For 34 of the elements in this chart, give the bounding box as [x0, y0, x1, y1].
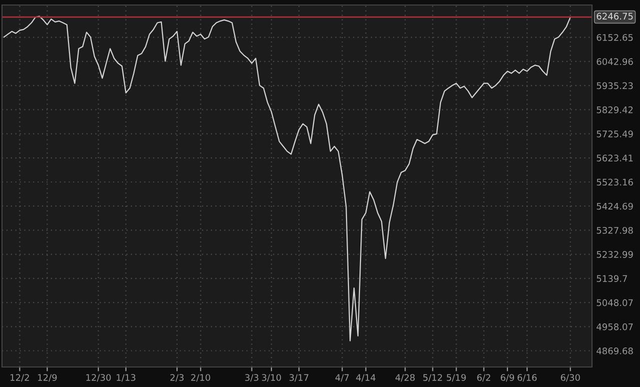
x-tick-label: 5/12 [423, 374, 442, 382]
x-tick-label: 5/19 [446, 374, 466, 382]
x-tick-label: 4/28 [395, 374, 415, 382]
y-tick-label: 6042.96 [596, 58, 633, 66]
line-series [3, 16, 571, 342]
x-tick-label: 4/7 [335, 374, 349, 382]
y-tick-label: 5623.41 [596, 154, 633, 162]
x-tick-label: 6/2 [477, 374, 490, 382]
x-tick-label: 2/3 [170, 374, 184, 382]
y-tick-label: 5829.42 [596, 106, 633, 114]
x-tick-label: 12/2 [10, 374, 29, 382]
x-tick-label: 3/17 [290, 374, 308, 382]
ref-line-label: 6246.75 [596, 12, 633, 20]
y-tick-label: 4958.07 [596, 323, 633, 330]
y-tick-label: 5424.69 [596, 202, 633, 210]
y-tick-label: 5935.23 [596, 82, 633, 90]
y-tick-label: 5725.49 [596, 130, 633, 138]
x-tick-label: 2/10 [191, 374, 210, 382]
x-tick-label: 12/30 [86, 374, 111, 382]
x-tick-label: 1/13 [116, 374, 136, 382]
x-tick-label: 3/10 [262, 374, 281, 382]
y-tick-label: 5139.7 [596, 275, 627, 282]
x-tick-label: 12/9 [38, 374, 57, 382]
x-tick-label: 6/16 [518, 374, 537, 382]
y-tick-label: 5327.98 [596, 226, 633, 234]
y-tick-label: 5232.99 [596, 251, 633, 258]
x-tick-label: 6/9 [500, 374, 514, 382]
x-tick-label: 6/30 [560, 374, 580, 382]
x-tick-label: 4/14 [356, 374, 376, 382]
y-tick-label: 6152.65 [596, 34, 633, 41]
y-tick-label: 4869.68 [596, 347, 633, 354]
y-tick-label: 5048.07 [596, 299, 633, 306]
x-tick-label: 3/3 [245, 374, 258, 382]
y-tick-label: 5523.16 [596, 178, 633, 186]
